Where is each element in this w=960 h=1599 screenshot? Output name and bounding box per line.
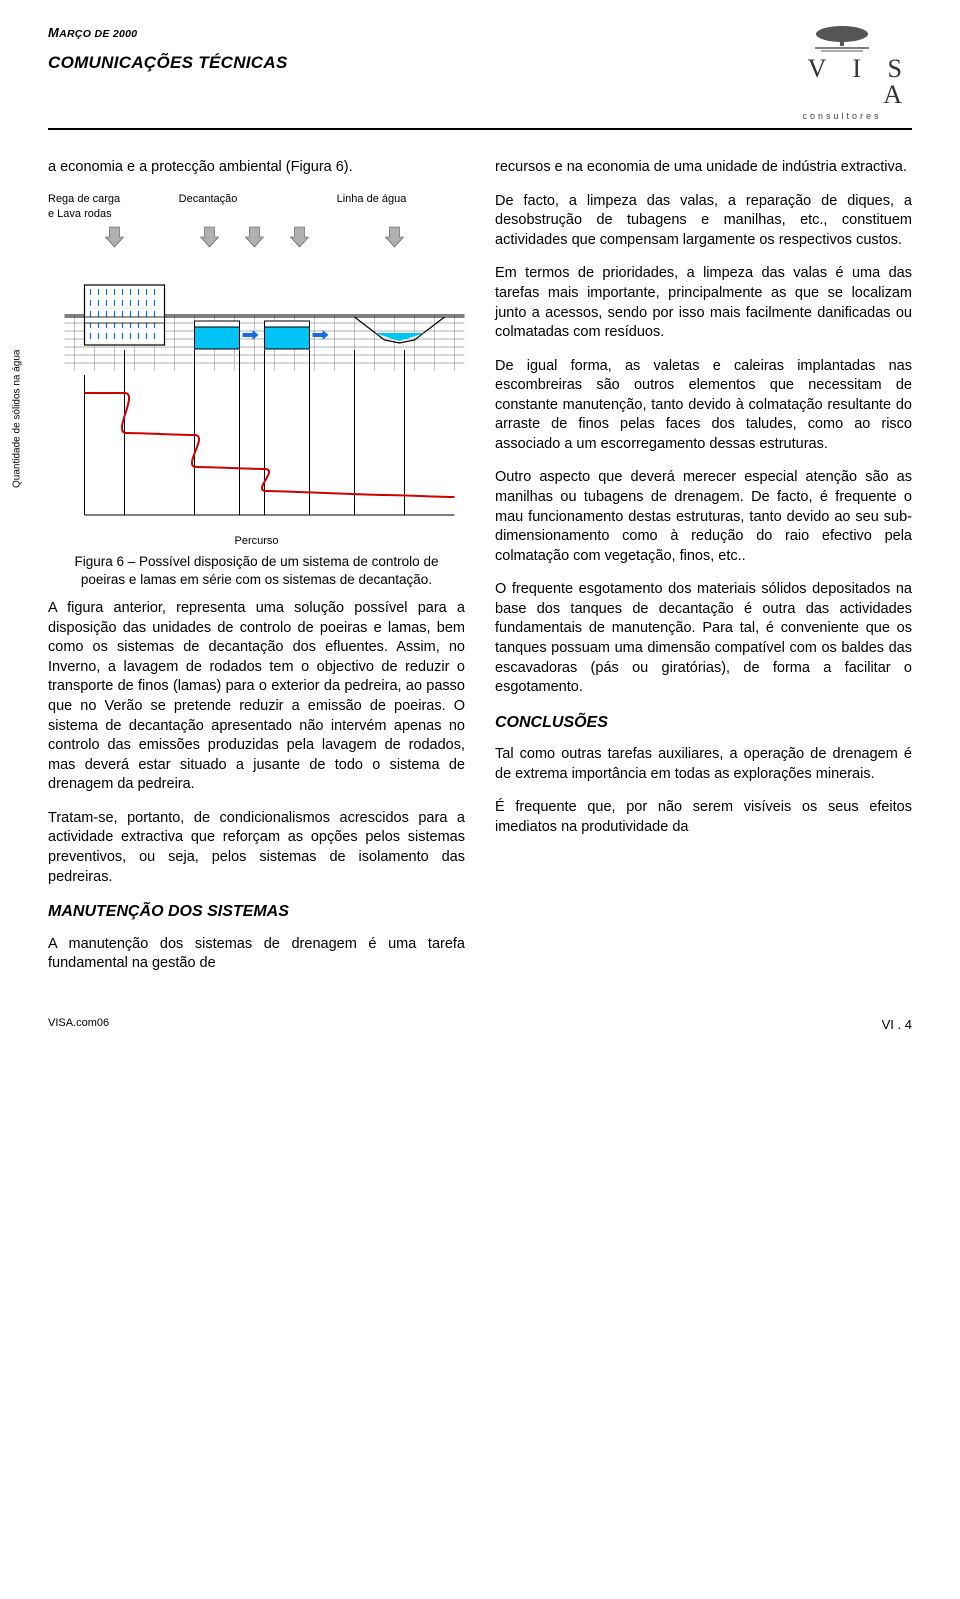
right-p5: Outro aspecto que deverá merecer especia… bbox=[495, 468, 912, 566]
date-initial: M bbox=[48, 25, 59, 40]
fig-label-decant: Decantação bbox=[138, 192, 278, 222]
right-p1: recursos e na economia de uma unidade de… bbox=[495, 158, 912, 178]
page-header: MARÇO DE 2000 COMUNICAÇÕES TÉCNICAS V I … bbox=[48, 24, 912, 122]
right-column: recursos e na economia de uma unidade de… bbox=[495, 158, 912, 988]
figure-6: Rega de carga e Lava rodas Decantação Li… bbox=[48, 192, 465, 590]
fig-label-linha: Linha de água bbox=[278, 192, 465, 222]
right-p7: Tal como outras tarefas auxiliares, a op… bbox=[495, 745, 912, 784]
visa-logo: V I S A consultores bbox=[772, 24, 912, 122]
figure-svg bbox=[64, 225, 465, 532]
header-rule bbox=[48, 128, 912, 130]
right-p3: Em termos de prioridades, a limpeza das … bbox=[495, 264, 912, 342]
header-left: MARÇO DE 2000 COMUNICAÇÕES TÉCNICAS bbox=[48, 24, 772, 74]
logo-subtext: consultores bbox=[802, 110, 881, 122]
figure-ylabel: Quantidade de sólidos na água bbox=[11, 349, 25, 487]
left-p4: A manutenção dos sistemas de drenagem é … bbox=[48, 935, 465, 974]
left-p1: a economia e a protecção ambiental (Figu… bbox=[48, 158, 465, 178]
footer-page-number: VI . 4 bbox=[882, 1016, 912, 1034]
right-p4: De igual forma, as valetas e caleiras im… bbox=[495, 357, 912, 455]
right-p8: É frequente que, por não serem visíveis … bbox=[495, 798, 912, 837]
section-manutencao: MANUTENÇÃO DOS SISTEMAS bbox=[48, 901, 465, 923]
doc-date: MARÇO DE 2000 bbox=[48, 24, 772, 42]
left-p3: Tratam-se, portanto, de condicionalismos… bbox=[48, 809, 465, 887]
tree-icon bbox=[807, 24, 877, 54]
footer-left: VISA.com06 bbox=[48, 1016, 109, 1034]
date-rest: ARÇO DE 2000 bbox=[59, 28, 137, 40]
figure-caption: Figura 6 – Possível disposição de um sis… bbox=[48, 553, 465, 589]
fig-label-rega: Rega de carga e Lava rodas bbox=[48, 192, 138, 222]
page-footer: VISA.com06 VI . 4 bbox=[48, 1016, 912, 1034]
section-conclusoes: CONCLUSÕES bbox=[495, 712, 912, 734]
doc-subtitle: COMUNICAÇÕES TÉCNICAS bbox=[48, 52, 772, 75]
logo-text: V I S A bbox=[772, 56, 912, 108]
left-column: a economia e a protecção ambiental (Figu… bbox=[48, 158, 465, 988]
right-p2: De facto, a limpeza das valas, a reparaç… bbox=[495, 192, 912, 251]
left-p2: A figura anterior, representa uma soluçã… bbox=[48, 599, 465, 795]
figure-xlabel: Percurso bbox=[48, 534, 465, 549]
header-right: V I S A consultores bbox=[772, 24, 912, 122]
two-column-layout: a economia e a protecção ambiental (Figu… bbox=[48, 158, 912, 988]
figure-top-labels: Rega de carga e Lava rodas Decantação Li… bbox=[48, 192, 465, 222]
right-p6: O frequente esgotamento dos materiais só… bbox=[495, 580, 912, 697]
